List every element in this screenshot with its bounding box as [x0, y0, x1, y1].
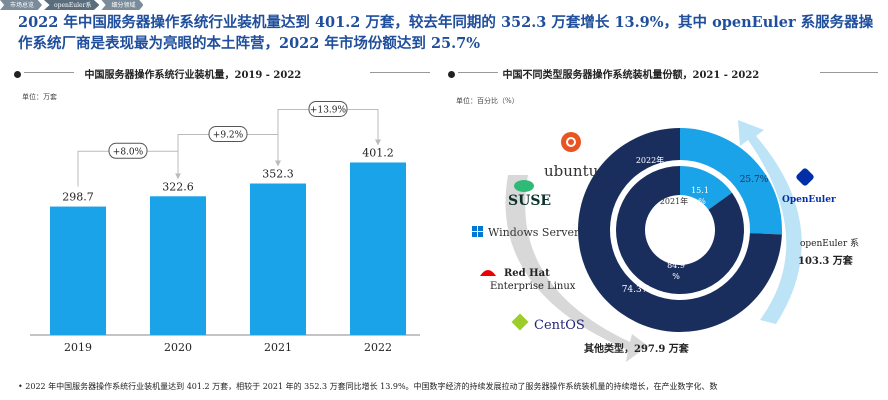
other-annotation: 其他类型，297.9 万套	[584, 342, 690, 355]
breadcrumb-item[interactable]: openEuler系	[44, 0, 100, 10]
donut-slice-2022年-1	[578, 128, 782, 333]
x-tick-label: 2022	[364, 341, 392, 354]
left-unit-label: 单位：万套	[22, 93, 57, 101]
growth-badge	[208, 126, 248, 143]
slice-label: %	[698, 197, 706, 206]
divider	[24, 72, 74, 73]
right-chart-title: 中国不同类型服务器操作系统装机量份额，2021 - 2022	[502, 70, 760, 81]
ring-year-label: 2022年	[636, 155, 664, 165]
openeuler-value: 103.3 万套	[798, 254, 854, 267]
divider	[820, 72, 878, 73]
x-tick-label: 2019	[64, 341, 92, 354]
divider	[458, 72, 498, 73]
bullet-icon: •	[18, 382, 26, 391]
donut-slice-2021年-1	[616, 166, 744, 294]
growth-label: +13.9%	[310, 105, 347, 115]
bullet-icon	[14, 71, 21, 78]
blue-arrow-arc	[738, 120, 802, 324]
x-tick-label: 2020	[164, 341, 192, 354]
bar-value-label: 352.3	[262, 168, 294, 181]
logo-red-hat: Red Hat Enterprise Linux	[480, 268, 576, 292]
svg-text:CentOS: CentOS	[534, 318, 585, 333]
right-unit-label: 单位：百分比（%）	[456, 97, 519, 105]
slice-label: 25.7%	[740, 175, 769, 185]
donut-chart: 2022年 2021年 25.7% 74.3% 15.1% 84.9% ubuntu SU…	[472, 120, 859, 362]
slice-label: 15.1	[691, 186, 709, 195]
slice-label: %	[672, 272, 680, 281]
logo-openeuler: OpenEuler	[782, 168, 836, 205]
left-chart-title: 中国服务器操作系统行业装机量，2019 - 2022	[84, 70, 302, 81]
right-panel-title: 中国不同类型服务器操作系统装机量份额，2021 - 2022	[448, 66, 759, 81]
bar-chart: 298.7 2019 322.6 2020 352.3 2021 401.2 2022 +8.0…	[30, 100, 420, 354]
footer-note: • 2022 年中国服务器操作系统行业装机量达到 401.2 万套，相较于 20…	[18, 380, 878, 394]
growth-label: +9.2%	[213, 131, 244, 141]
bar-value-label: 401.2	[362, 146, 394, 159]
grey-arrow-arc	[505, 175, 648, 362]
svg-text:SUSE: SUSE	[508, 193, 551, 209]
donut-slice-2022年-0	[680, 128, 782, 235]
bar-2021	[250, 183, 306, 335]
breadcrumb-item[interactable]: 细分领域	[101, 0, 144, 10]
divider	[370, 72, 430, 73]
svg-text:ubuntu: ubuntu	[544, 162, 599, 180]
bar-value-label: 298.7	[62, 191, 94, 204]
ring-separator	[611, 161, 749, 299]
openeuler-annotation: openEuler 系	[800, 238, 859, 249]
bullet-icon	[448, 71, 455, 78]
x-tick-label: 2021	[264, 341, 292, 354]
growth-badge	[108, 142, 148, 159]
donut-slice-2021年-0	[680, 166, 733, 210]
breadcrumb: 市场总览 openEuler系 细分领域	[0, 0, 145, 12]
logo-ubuntu: ubuntu	[544, 132, 599, 180]
page-headline: 2022 年中国服务器操作系统行业装机量达到 401.2 万套，较去年同期的 3…	[18, 14, 874, 52]
bar-2020	[150, 196, 206, 335]
donut-hole	[647, 197, 713, 263]
slice-label: 84.9	[667, 261, 685, 270]
svg-text:OpenEuler: OpenEuler	[782, 195, 836, 205]
logo-centos: CentOS	[511, 313, 585, 333]
bar-2019	[50, 206, 106, 335]
svg-text:Red Hat: Red Hat	[504, 268, 550, 279]
bar-value-label: 322.6	[162, 180, 194, 193]
svg-text:Windows Server: Windows Server	[488, 226, 580, 239]
left-panel-title: 中国服务器操作系统行业装机量，2019 - 2022	[14, 66, 301, 81]
growth-badge	[308, 100, 348, 117]
bar-2022	[350, 162, 406, 335]
footer-text: 2022 年中国服务器操作系统行业装机量达到 401.2 万套，相较于 2021…	[25, 382, 718, 391]
logo-windows-server: Windows Server	[472, 226, 580, 239]
growth-label: +8.0%	[113, 147, 144, 157]
logo-suse: SUSE	[508, 180, 551, 209]
breadcrumb-item[interactable]: 市场总览	[0, 0, 43, 10]
ring-year-label: 2021年	[660, 196, 688, 206]
svg-text:Enterprise Linux: Enterprise Linux	[490, 281, 576, 292]
slice-label: 74.3%	[622, 285, 651, 295]
